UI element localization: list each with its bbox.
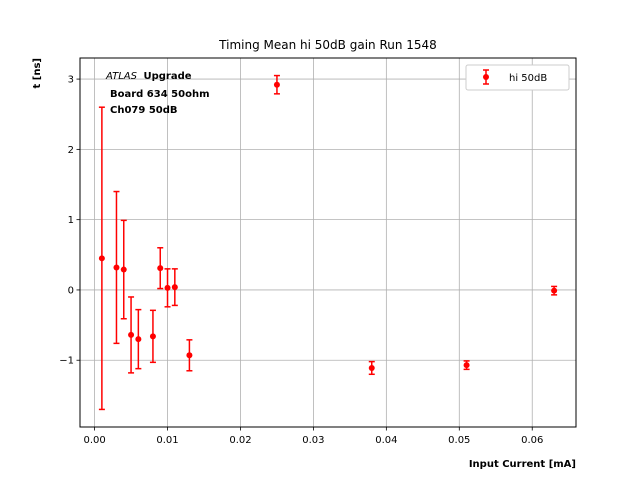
data-series bbox=[98, 74, 558, 411]
grid bbox=[80, 58, 576, 427]
data-point bbox=[463, 360, 470, 371]
x-axis-label: Input Current [mA] bbox=[469, 459, 576, 470]
marker bbox=[113, 264, 120, 271]
x-tick-label: 0.03 bbox=[302, 435, 324, 446]
data-point bbox=[368, 360, 375, 376]
x-tick-label: 0.06 bbox=[521, 435, 543, 446]
marker bbox=[149, 333, 156, 340]
x-tick-label: 0.01 bbox=[156, 435, 178, 446]
legend: hi 50dB bbox=[465, 64, 570, 91]
y-tick-label: 0 bbox=[68, 285, 74, 296]
data-point bbox=[273, 74, 280, 95]
data-point bbox=[171, 268, 178, 307]
data-point bbox=[551, 285, 558, 296]
marker bbox=[551, 287, 558, 294]
data-point bbox=[135, 308, 142, 370]
y-axis: −1 0 1 2 3 bbox=[59, 75, 80, 367]
data-point bbox=[113, 190, 120, 345]
y-tick-label: −1 bbox=[59, 356, 74, 367]
x-tick-label: 0.05 bbox=[448, 435, 470, 446]
y-tick-label: 2 bbox=[68, 145, 74, 156]
marker bbox=[164, 284, 171, 291]
annotation-atlas: ATLAS bbox=[105, 71, 138, 82]
marker bbox=[157, 265, 164, 272]
y-axis-label: t [ns] bbox=[32, 58, 43, 88]
marker bbox=[135, 336, 142, 343]
x-tick-label: 0.02 bbox=[229, 435, 251, 446]
annotation-line-1: ATLAS Upgrade bbox=[105, 71, 192, 82]
annotation-line-2: Board 634 50ohm bbox=[110, 89, 210, 100]
marker bbox=[98, 255, 105, 262]
data-point bbox=[149, 309, 156, 364]
data-point bbox=[98, 106, 105, 411]
marker bbox=[273, 81, 280, 88]
data-point bbox=[120, 219, 127, 320]
data-point bbox=[186, 339, 193, 372]
annotation-line-3: Ch079 50dB bbox=[110, 105, 178, 116]
legend-marker bbox=[483, 74, 489, 80]
data-point bbox=[157, 247, 164, 290]
marker bbox=[128, 331, 135, 338]
marker bbox=[368, 364, 375, 371]
chart-title: Timing Mean hi 50dB gain Run 1548 bbox=[218, 38, 437, 52]
marker bbox=[171, 284, 178, 291]
annotation: ATLAS Upgrade Board 634 50ohm Ch079 50dB bbox=[105, 71, 210, 116]
annotation-upgrade: Upgrade bbox=[143, 71, 191, 82]
marker bbox=[463, 362, 470, 369]
y-tick-label: 3 bbox=[68, 75, 74, 86]
x-tick-label: 0.00 bbox=[83, 435, 105, 446]
legend-box bbox=[465, 64, 570, 91]
marker bbox=[186, 352, 193, 359]
y-tick-label: 1 bbox=[68, 215, 74, 226]
data-point bbox=[164, 268, 171, 308]
x-tick-label: 0.04 bbox=[375, 435, 397, 446]
marker bbox=[120, 266, 127, 273]
plot-frame bbox=[79, 57, 577, 428]
legend-label: hi 50dB bbox=[509, 73, 547, 84]
x-axis: 0.00 0.01 0.02 0.03 0.04 0.05 0.06 bbox=[83, 427, 543, 446]
data-point bbox=[128, 296, 135, 374]
